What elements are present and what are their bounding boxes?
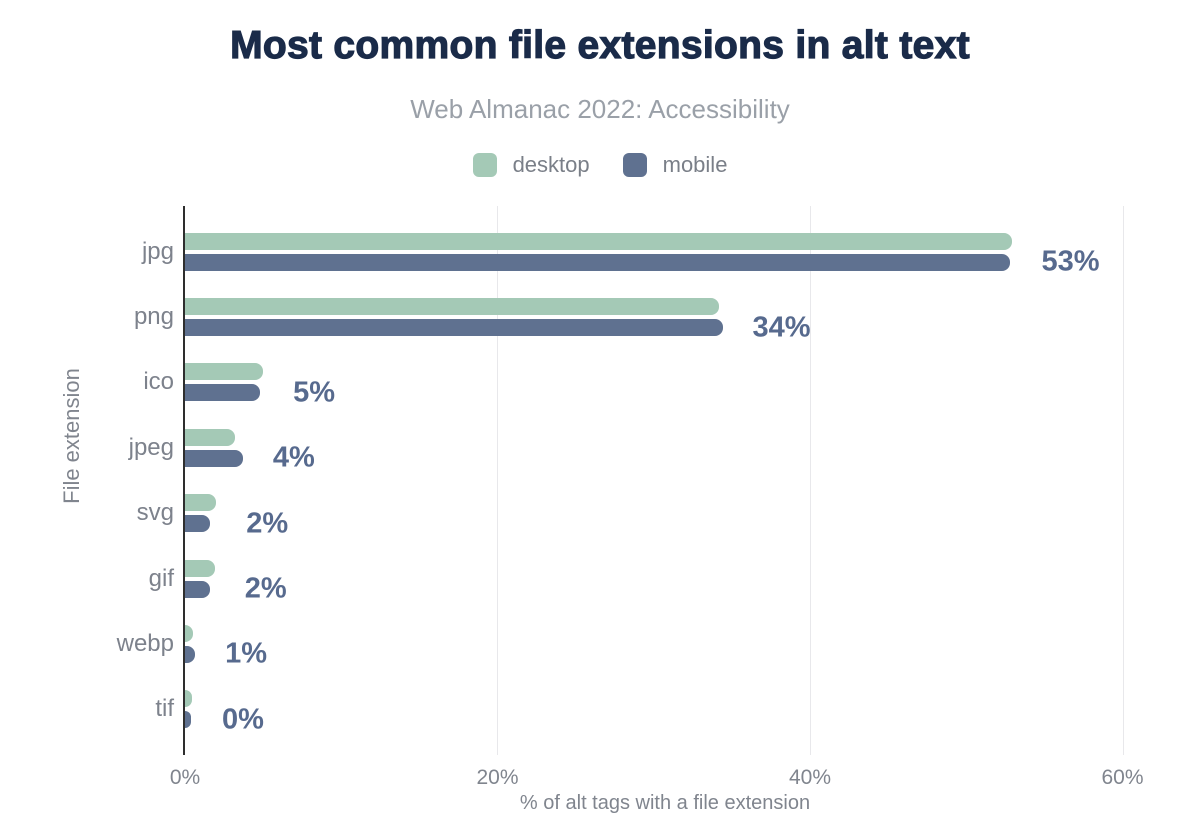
chart-subtitle: Web Almanac 2022: Accessibility xyxy=(410,94,790,124)
category-label-gif: gif xyxy=(148,564,174,592)
mobile-bar-svg xyxy=(185,515,210,533)
mobile-bar-png xyxy=(185,319,723,337)
desktop-bar-gif xyxy=(185,559,215,577)
value-label-webp: 1% xyxy=(225,637,268,670)
value-label-ico: 5% xyxy=(293,376,336,409)
bar-group-jpg: 53% xyxy=(185,219,1145,284)
mobile-bar-jpg xyxy=(185,253,1010,271)
mobile-bar-gif xyxy=(185,580,210,598)
bar-group-webp: 1% xyxy=(185,611,1145,676)
value-label-svg: 2% xyxy=(246,507,289,540)
category-label-svg: svg xyxy=(136,499,174,527)
desktop-bar-jpg xyxy=(185,232,1012,250)
mobile-bar-tif xyxy=(185,711,192,729)
x-tick-20%: 20% xyxy=(476,766,519,789)
bar-group-ico: 5% xyxy=(185,350,1145,415)
legend-item-mobile: mobile xyxy=(622,152,728,178)
category-label-jpeg: jpeg xyxy=(128,433,174,461)
desktop-legend-swatch xyxy=(472,153,497,177)
x-axis-title: % of alt tags with a file extension xyxy=(519,792,811,814)
value-label-tif: 0% xyxy=(222,703,264,736)
value-label-png: 34% xyxy=(752,311,811,344)
legend-item-desktop: desktop xyxy=(472,152,590,178)
mobile-legend-swatch xyxy=(622,153,647,177)
x-tick-60%: 60% xyxy=(1101,766,1144,789)
bar-group-tif: 0% xyxy=(185,677,1145,742)
x-axis-ticks: 0% 20% 40% 60% xyxy=(170,766,1145,792)
mobile-bar-jpeg xyxy=(185,449,243,467)
desktop-bar-png xyxy=(185,298,720,316)
bar-group-png: 34% xyxy=(185,284,1145,349)
category-label-jpg: jpg xyxy=(141,237,174,265)
gridline-20% xyxy=(497,206,499,755)
plot-area: 53% 34% 5% 4% 2% 2% 1% 0% xyxy=(183,206,1145,755)
category-label-webp: webp xyxy=(116,629,174,657)
desktop-bar-tif xyxy=(185,690,193,708)
value-label-jpeg: 4% xyxy=(272,441,315,474)
desktop-bar-ico xyxy=(185,363,264,381)
legend: desktop mobile xyxy=(0,152,1200,178)
value-label-gif: 2% xyxy=(244,572,287,605)
desktop-bar-jpeg xyxy=(185,428,235,446)
category-labels: jpg png ico jpeg svg gif webp tif xyxy=(0,206,174,755)
mobile-legend-label: mobile xyxy=(662,152,728,177)
bar-group-jpeg: 4% xyxy=(185,415,1145,480)
gridline-40% xyxy=(809,206,811,755)
bars-layer: 53% 34% 5% 4% 2% 2% 1% 0% xyxy=(185,206,1145,755)
desktop-bar-webp xyxy=(185,624,193,642)
bar-group-gif: 2% xyxy=(185,546,1145,611)
desktop-bar-svg xyxy=(185,494,217,512)
category-label-tif: tif xyxy=(155,695,174,723)
grid-layer xyxy=(185,206,1145,755)
x-tick-40%: 40% xyxy=(788,766,831,789)
gridline-60% xyxy=(1122,206,1124,755)
desktop-legend-label: desktop xyxy=(512,152,590,177)
x-tick-0%: 0% xyxy=(169,766,201,789)
chart-title: Most common file extensions in alt text xyxy=(229,23,970,67)
category-label-ico: ico xyxy=(143,368,174,396)
value-label-jpg: 53% xyxy=(1041,245,1100,278)
category-label-png: png xyxy=(133,303,174,331)
mobile-bar-ico xyxy=(185,384,260,402)
mobile-bar-webp xyxy=(185,645,196,663)
bar-group-svg: 2% xyxy=(185,481,1145,546)
